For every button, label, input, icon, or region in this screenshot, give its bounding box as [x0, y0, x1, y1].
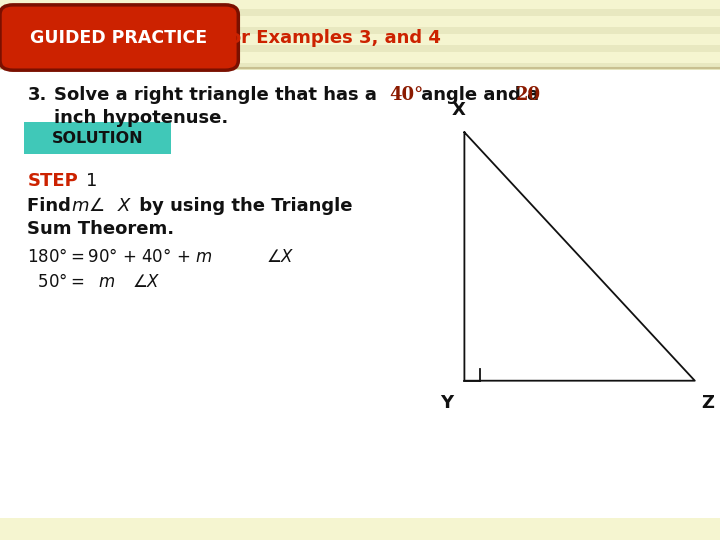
Text: 40°: 40° — [389, 86, 423, 104]
Text: $m\angle$: $m\angle$ — [71, 197, 104, 214]
FancyBboxPatch shape — [0, 5, 238, 70]
FancyBboxPatch shape — [24, 122, 171, 154]
Text: inch hypotenuse.: inch hypotenuse. — [54, 109, 228, 127]
FancyBboxPatch shape — [0, 518, 720, 540]
Text: 20: 20 — [516, 86, 541, 104]
Text: by using the Triangle: by using the Triangle — [133, 197, 353, 214]
Text: STEP: STEP — [27, 172, 78, 190]
Text: Y: Y — [440, 394, 453, 412]
Text: $X$: $X$ — [117, 197, 132, 214]
Text: Find: Find — [27, 197, 78, 214]
Text: angle and a: angle and a — [415, 86, 546, 104]
Text: 50°$=$  $m$: 50°$=$ $m$ — [27, 273, 115, 291]
Text: GUIDED PRACTICE: GUIDED PRACTICE — [30, 29, 207, 47]
FancyBboxPatch shape — [0, 0, 720, 68]
Text: Solve a right triangle that has a: Solve a right triangle that has a — [54, 86, 383, 104]
Text: Z: Z — [701, 394, 714, 412]
Text: for Examples 3, and 4: for Examples 3, and 4 — [221, 29, 441, 47]
Text: X: X — [451, 101, 466, 119]
Text: SOLUTION: SOLUTION — [51, 131, 143, 146]
Text: $\angle X$: $\angle X$ — [132, 273, 161, 291]
Text: 180°$=$90° $+$ 40° $+$ $m$: 180°$=$90° $+$ 40° $+$ $m$ — [27, 248, 213, 266]
Text: Sum Theorem.: Sum Theorem. — [27, 220, 174, 238]
Text: 3.: 3. — [27, 86, 47, 104]
Text: $\angle X$: $\angle X$ — [266, 248, 295, 266]
Text: 1: 1 — [86, 172, 98, 190]
